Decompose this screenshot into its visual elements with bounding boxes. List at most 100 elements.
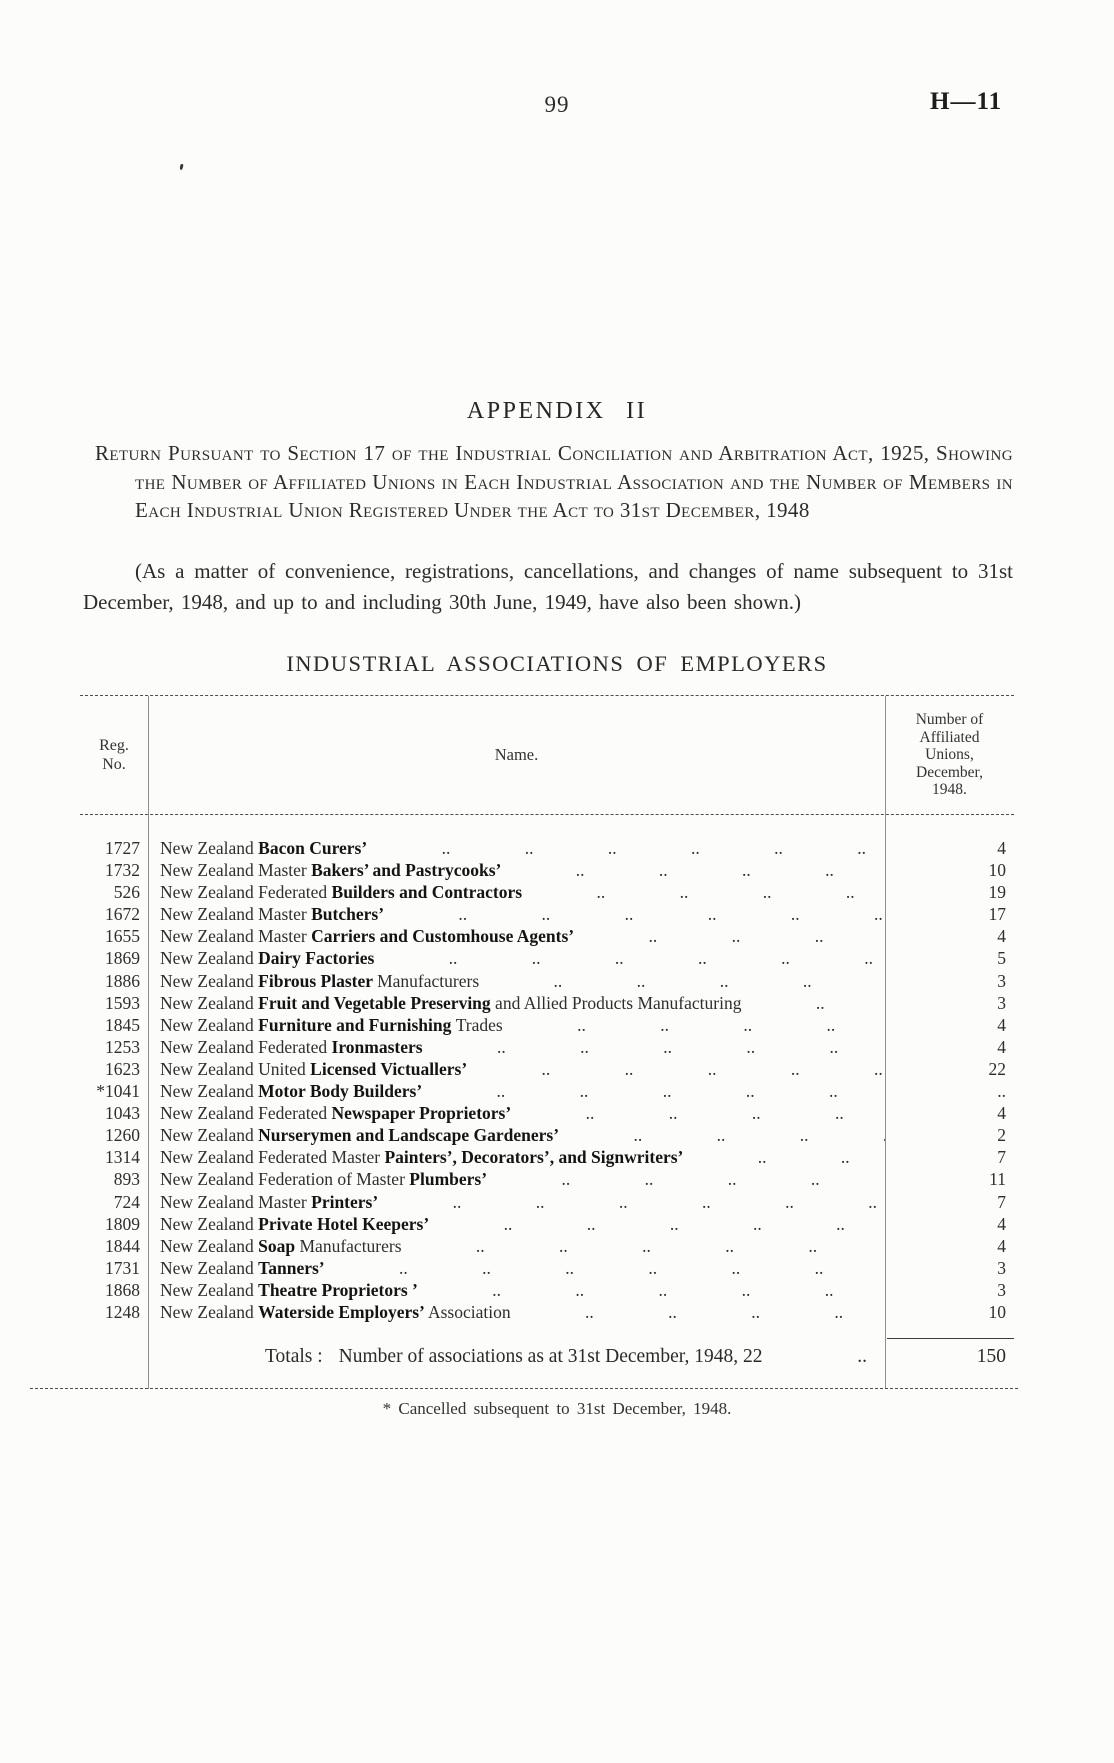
- name-prefix: New Zealand Federated Master: [160, 1147, 385, 1168]
- convenience-note: (As a matter of convenience, registratio…: [83, 559, 1013, 614]
- name-keyword: Painters’, Decorators’, and Signwriters’: [384, 1147, 684, 1168]
- name-prefix: New Zealand: [160, 1081, 259, 1102]
- col-header-reg-no: Reg. No.: [99, 737, 129, 773]
- name-suffix: Trades: [455, 1014, 503, 1035]
- table-header-row: Reg. No. Name. Number of Affiliated Unio…: [80, 696, 1014, 815]
- association-name-cell: New Zealand Federated Builders and Contr…: [148, 881, 885, 903]
- name-keyword: Dairy Factories: [258, 948, 375, 969]
- table-row: 1043 New Zealand Federated Newspaper Pro…: [80, 1102, 1014, 1124]
- affiliated-unions-count: 7: [997, 1191, 1006, 1212]
- dot-leaders: .. .. .. .. .. .. .. .. .. .. ..: [575, 860, 885, 881]
- reg-no-cell: 1314: [105, 1147, 140, 1168]
- reg-no-cell: 1845: [105, 1014, 140, 1035]
- affiliated-unions-count: 11: [989, 1169, 1006, 1190]
- name-keyword: Ironmasters: [331, 1036, 423, 1057]
- affiliated-unions-count: 2: [997, 1125, 1006, 1146]
- affiliated-unions-count: 22: [988, 1058, 1007, 1079]
- association-name-cell: New Zealand Bacon Curers’ .. .. .. .. ..…: [148, 837, 885, 859]
- table-row: 1732 New Zealand Master Bakers’ and Past…: [80, 859, 1014, 881]
- associations-table: Reg. No. Name. Number of Affiliated Unio…: [80, 695, 1014, 1389]
- association-name-cell: New Zealand United Licensed Victuallers’…: [148, 1058, 885, 1080]
- name-keyword: Plumbers’: [409, 1169, 488, 1190]
- reg-no-cell: 1868: [105, 1279, 140, 1300]
- table-row: 1886 New Zealand Fibrous Plaster Manufac…: [80, 970, 1014, 992]
- name-prefix: New Zealand Master: [160, 904, 312, 925]
- association-name-cell: New Zealand Tanners’ .. .. .. .. .. .. .…: [148, 1257, 885, 1279]
- table-row: 1844 New Zealand Soap Manufacturers .. .…: [80, 1235, 1014, 1257]
- reg-no-cell: 1809: [105, 1213, 140, 1234]
- reg-no-cell: 526: [113, 882, 140, 903]
- affiliated-unions-count: ..: [997, 1081, 1006, 1102]
- table-row: 724 New Zealand Master Printers’ .. .. .…: [80, 1191, 1014, 1213]
- association-name-cell: New Zealand Fibrous Plaster Manufacturer…: [148, 970, 885, 992]
- name-keyword: Builders and Contractors: [331, 882, 523, 903]
- dot-leaders: .. .. .. .. .. .. .. .. .. .. ..: [448, 948, 885, 969]
- association-name-cell: New Zealand Master Butchers’ .. .. .. ..…: [148, 903, 885, 925]
- ink-speck: [179, 163, 184, 171]
- association-name-cell: New Zealand Furniture and Furnishing Tra…: [148, 1014, 885, 1036]
- affiliated-unions-count: 4: [997, 1213, 1006, 1234]
- affiliated-unions-count: 3: [997, 970, 1006, 991]
- totals-row: Totals : Number of associations as at 31…: [80, 1345, 1014, 1369]
- name-prefix: New Zealand: [160, 838, 259, 858]
- dot-leaders: .. .. .. .. .. .. .. .. .. .. ..: [399, 1257, 885, 1278]
- reg-no-cell: 1727: [105, 838, 140, 858]
- dot-leaders: .. .. .. .. .. .. .. .. .. .. ..: [496, 1081, 885, 1102]
- affiliated-unions-count: 10: [988, 1301, 1007, 1322]
- page-number: 99: [544, 92, 570, 117]
- name-prefix: New Zealand: [160, 1125, 259, 1146]
- affiliated-unions-count: 4: [997, 838, 1006, 858]
- return-clause: Return Pursuant to Section 17 of the Ind…: [95, 441, 1013, 522]
- table-row: 1260 New Zealand Nurserymen and Landscap…: [80, 1124, 1014, 1146]
- name-keyword: Theatre Proprietors ’: [258, 1279, 418, 1300]
- name-prefix: New Zealand: [160, 1213, 259, 1234]
- dot-leaders: .. .. .. .. .. .. .. .. .. .. ..: [815, 992, 885, 1013]
- column-divider-left: [148, 696, 149, 1389]
- dot-leaders: .. .. .. .. .. .. .. .. .. .. ..: [596, 882, 885, 903]
- name-suffix: and Allied Products Manufacturing: [490, 992, 742, 1013]
- reg-no-cell: *1041: [96, 1081, 140, 1102]
- table-row: 1314 New Zealand Federated Master Painte…: [80, 1146, 1014, 1168]
- name-suffix: Association: [427, 1301, 511, 1322]
- association-name-cell: New Zealand Master Carriers and Customho…: [148, 925, 885, 947]
- totals-text: Number of associations as at 31st Decemb…: [338, 1346, 763, 1367]
- table-row: *1041 New Zealand Motor Body Builders’ .…: [80, 1080, 1014, 1102]
- table-title: INDUSTRIAL ASSOCIATIONS OF EMPLOYERS: [286, 651, 828, 676]
- reg-no-cell: 1732: [105, 860, 140, 881]
- affiliated-unions-count: 5: [997, 948, 1006, 969]
- association-name-cell: New Zealand Nurserymen and Landscape Gar…: [148, 1124, 885, 1146]
- association-name-cell: New Zealand Soap Manufacturers .. .. .. …: [148, 1235, 885, 1257]
- dot-leaders: .. .. .. .. .. .. .. .. .. .. ..: [757, 1147, 885, 1168]
- table-row: 1672 New Zealand Master Butchers’ .. .. …: [80, 903, 1014, 925]
- name-keyword: Fruit and Vegetable Preserving: [258, 992, 491, 1013]
- name-keyword: Soap: [258, 1235, 300, 1256]
- dot-leaders: .. .. .. .. .. .. .. .. .. .. ..: [585, 1103, 885, 1124]
- table-row: 1809 New Zealand Private Hotel Keepers’ …: [80, 1213, 1014, 1235]
- reg-no-cell: 1593: [105, 992, 140, 1013]
- name-keyword: Bacon Curers’: [258, 838, 368, 858]
- name-prefix: New Zealand: [160, 970, 259, 991]
- totals-label: Totals :: [265, 1346, 323, 1367]
- affiliated-unions-count: 4: [997, 926, 1006, 947]
- table-row: 1869 New Zealand Dairy Factories .. .. .…: [80, 947, 1014, 969]
- affiliated-unions-count: 17: [988, 904, 1007, 925]
- association-name-cell: New Zealand Federated Ironmasters .. .. …: [148, 1036, 885, 1058]
- table-row: 526 New Zealand Federated Builders and C…: [80, 881, 1014, 903]
- affiliated-unions-count: 3: [997, 1279, 1006, 1300]
- reg-no-cell: 724: [113, 1191, 140, 1212]
- affiliated-unions-count: 3: [997, 1257, 1006, 1278]
- reg-no-cell: 1623: [105, 1058, 140, 1079]
- association-name-cell: New Zealand Master Bakers’ and Pastrycoo…: [148, 859, 885, 881]
- name-prefix: New Zealand: [160, 1014, 259, 1035]
- name-suffix: Manufacturers: [377, 970, 480, 991]
- table-row: 1623 New Zealand United Licensed Victual…: [80, 1058, 1014, 1080]
- name-keyword: Waterside Employers’: [258, 1301, 428, 1322]
- association-name-cell: New Zealand Federated Newspaper Propriet…: [148, 1102, 885, 1124]
- totals-dot-leader: ..: [857, 1346, 867, 1367]
- dot-leaders: .. .. .. .. .. .. .. .. .. .. ..: [492, 1279, 885, 1300]
- reg-no-cell: 1844: [105, 1235, 140, 1256]
- name-prefix: New Zealand: [160, 1301, 259, 1322]
- name-prefix: New Zealand United: [160, 1058, 311, 1079]
- name-prefix: New Zealand: [160, 1235, 259, 1256]
